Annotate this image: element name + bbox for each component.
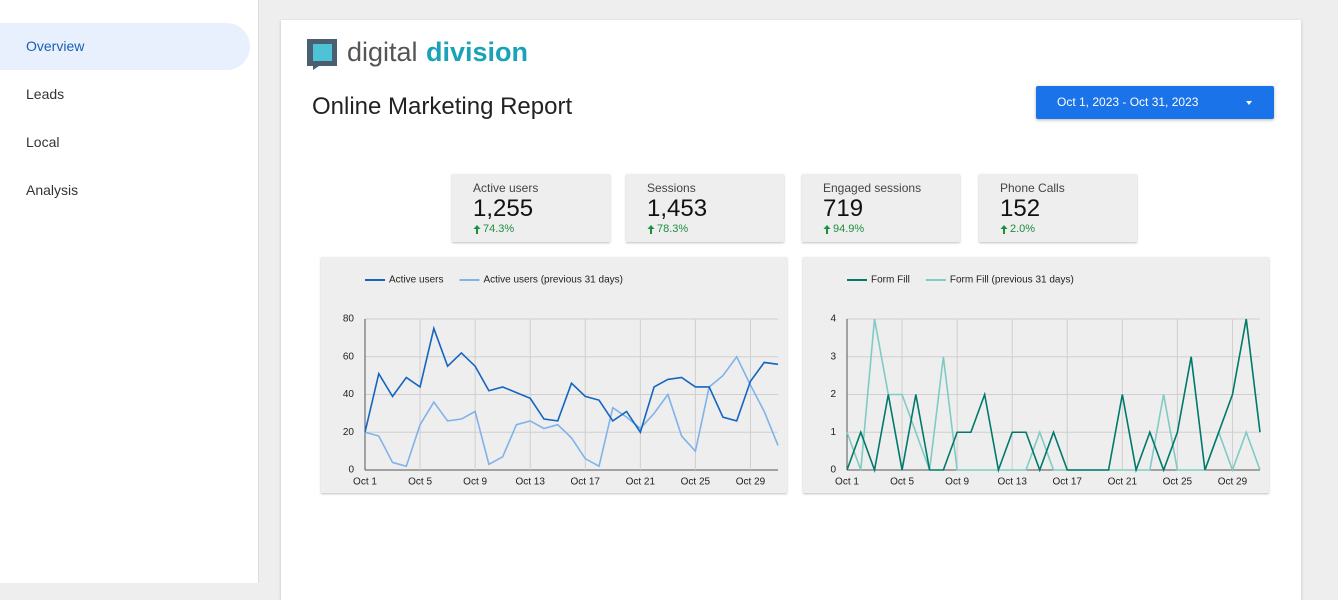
kpi-value: 152 [1000, 195, 1041, 222]
series-line [364, 355, 779, 468]
kpi-change: 2.0% [1010, 223, 1036, 235]
kpi-card: Sessions 1,453 78.3% [626, 174, 784, 242]
report-title: Online Marketing Report [312, 93, 573, 120]
y-tick-label: 40 [343, 389, 355, 400]
x-tick-label: Oct 17 [1053, 477, 1083, 488]
kpi-value: 1,453 [647, 195, 708, 222]
kpi-change: 74.3% [483, 223, 515, 235]
x-tick-label: Oct 21 [626, 477, 656, 488]
page: {"nav": ["Overview", "Leads", "Local", "… [0, 0, 1301, 600]
kpi-change: 94.9% [833, 223, 865, 235]
up-arrow [647, 225, 655, 234]
x-tick-label: Oct 21 [1108, 477, 1138, 488]
y-tick-label: 2 [830, 389, 836, 400]
series-line [846, 318, 1261, 474]
x-tick-label: Oct 5 [890, 477, 914, 488]
x-tick-label: Oct 29 [736, 477, 766, 488]
legend-label: Form Fill (previous 31 days) [950, 275, 1074, 286]
chart-panel: 0 20 40 60 80 Oct 1 Oct 5 Oct 9 Oct 13 Oct 17 Oct … [321, 257, 787, 493]
x-tick-label: Oct 5 [408, 477, 432, 488]
x-tick-label: Oct 13 [997, 477, 1027, 488]
arrow-shape [473, 225, 481, 234]
y-tick-label: 3 [830, 351, 836, 362]
y-tick-label: 0 [830, 465, 836, 476]
logo-icon [307, 39, 337, 70]
chart-panel: 0 1 2 3 4 Oct 1 Oct 5 Oct 9 Oct 13 Oct 17 Oct 21 Oc… [803, 257, 1269, 493]
nav-item[interactable]: Overview [0, 23, 250, 70]
x-tick-label: Oct 29 [1218, 477, 1248, 488]
kpi-change: 78.3% [657, 223, 689, 235]
x-tick-label: Oct 1 [835, 477, 859, 488]
series-line [364, 325, 779, 435]
kpi-value: 1,255 [473, 195, 534, 222]
y-tick-label: 80 [343, 314, 355, 325]
x-tick-label: Oct 25 [681, 477, 711, 488]
kpi-card: Engaged sessions 719 94.9% [802, 174, 960, 242]
legend-label: Form Fill [871, 275, 910, 286]
kpi-label: Engaged sessions [823, 181, 922, 195]
y-tick-label: 60 [343, 351, 355, 362]
kpi-label: Sessions [647, 181, 696, 195]
logo-text: division [426, 37, 529, 67]
legend-label: Active users [389, 275, 443, 286]
x-tick-label: Oct 25 [1163, 477, 1193, 488]
up-arrow [823, 225, 831, 234]
up-arrow [1000, 225, 1008, 234]
x-tick-label: Oct 13 [515, 477, 545, 488]
logo-text: digital [347, 37, 418, 67]
y-tick-label: 1 [830, 427, 836, 438]
arrow-shape [1000, 225, 1008, 234]
dropdown-caret [1246, 101, 1252, 105]
kpi-label: Active users [473, 181, 539, 195]
x-tick-label: Oct 17 [571, 477, 601, 488]
arrow-shape [647, 225, 655, 234]
kpi-label: Phone Calls [1000, 181, 1065, 195]
y-tick-label: 0 [348, 465, 354, 476]
kpi-card: Active users 1,255 74.3% [452, 174, 610, 242]
nav-item[interactable]: Leads [26, 86, 65, 102]
nav-item[interactable]: Local [26, 134, 60, 150]
y-tick-label: 4 [830, 314, 836, 325]
legend-label: Active users (previous 31 days) [483, 275, 623, 286]
nav-item[interactable]: Analysis [26, 182, 79, 198]
x-tick-label: Oct 9 [463, 477, 487, 488]
kpi-value: 719 [823, 195, 864, 222]
up-arrow [473, 225, 481, 234]
kpi-card: Phone Calls 152 2.0% [979, 174, 1137, 242]
line-chart: 0 20 40 60 80 Oct 1 Oct 5 Oct 9 Oct 13 Oct 17 Oct … [343, 275, 779, 488]
x-tick-label: Oct 9 [945, 477, 969, 488]
date-range-picker[interactable]: Oct 1, 2023 - Oct 31, 2023 [1036, 86, 1274, 119]
series-line [846, 318, 1261, 473]
y-tick-label: 20 [343, 427, 355, 438]
date-range: Oct 1, 2023 - Oct 31, 2023 [1057, 95, 1199, 109]
arrow-shape [823, 225, 831, 234]
sidebar: Overview Leads Local Analysis [0, 0, 259, 583]
line-chart: 0 1 2 3 4 Oct 1 Oct 5 Oct 9 Oct 13 Oct 17 Oct 21 Oc… [830, 275, 1261, 488]
x-tick-label: Oct 1 [353, 477, 377, 488]
